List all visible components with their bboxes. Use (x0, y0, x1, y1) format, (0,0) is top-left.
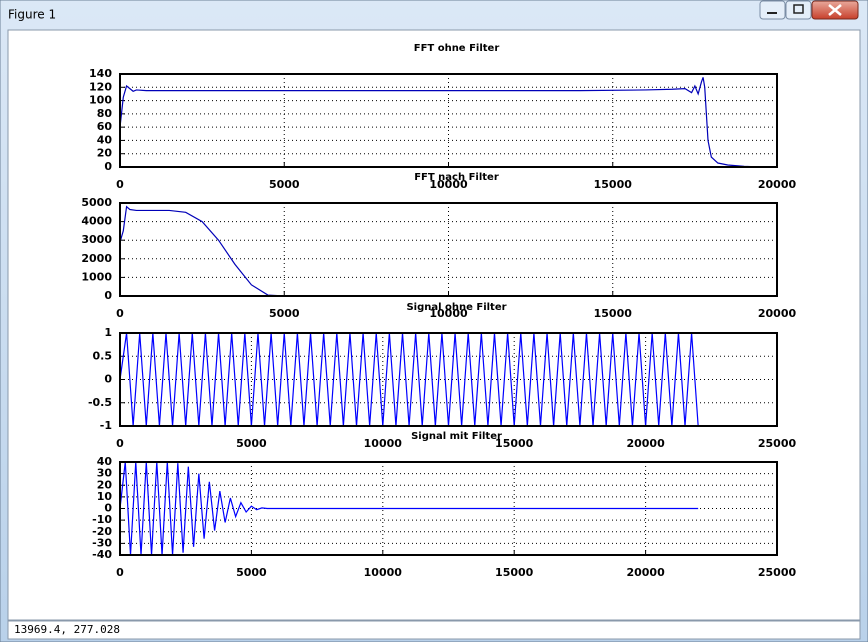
plot-frame (119, 73, 778, 168)
x-tick-label: 15000 (495, 437, 534, 450)
y-tick-label: -20 (92, 525, 112, 538)
x-tick-label: 5000 (236, 566, 267, 579)
y-tick-label: -1 (100, 419, 112, 432)
y-tick-label: 0 (104, 289, 112, 302)
x-tick-label: 15000 (594, 307, 633, 320)
y-tick-label: 1000 (81, 270, 112, 283)
y-tick-label: 0 (104, 502, 112, 515)
x-tick-label: 0 (116, 178, 124, 191)
y-tick-label: 0.5 (93, 349, 113, 362)
x-tick-label: 20000 (758, 178, 797, 191)
x-tick-label: 20000 (758, 307, 797, 320)
x-tick-label: 10000 (429, 307, 468, 320)
status-bar (7, 620, 861, 640)
minimize-button[interactable] (759, 0, 786, 20)
x-tick-label: 15000 (495, 566, 534, 579)
y-tick-label: 40 (97, 455, 113, 468)
status-text: 13969.4, 277.028 (14, 623, 120, 636)
y-tick-label: 80 (97, 107, 113, 120)
x-tick-label: 25000 (758, 566, 797, 579)
y-tick-label: 3000 (81, 233, 112, 246)
x-tick-label: 20000 (626, 437, 665, 450)
x-tick-label: 5000 (269, 307, 300, 320)
y-tick-label: 120 (89, 80, 112, 93)
y-tick-label: 20 (97, 478, 113, 491)
x-tick-label: 10000 (364, 566, 403, 579)
x-tick-label: 15000 (594, 178, 633, 191)
close-icon (828, 4, 842, 16)
x-tick-label: 10000 (429, 178, 468, 191)
y-tick-label: 0 (104, 373, 112, 386)
y-tick-label: -10 (92, 513, 112, 526)
x-tick-label: 25000 (758, 437, 797, 450)
x-tick-label: 0 (116, 307, 124, 320)
x-tick-label: 5000 (269, 178, 300, 191)
y-tick-label: 0 (104, 160, 112, 173)
maximize-button[interactable] (785, 0, 812, 20)
plot-frame (119, 461, 778, 556)
y-tick-label: 140 (89, 67, 112, 80)
chart-title: FFT nach Filter (414, 172, 499, 183)
y-tick-label: 1 (104, 326, 112, 339)
plot-frame (119, 332, 778, 427)
y-tick-label: -0.5 (88, 396, 112, 409)
y-tick-label: 20 (97, 147, 113, 160)
x-tick-label: 5000 (236, 437, 267, 450)
data-line (119, 77, 761, 168)
data-line (119, 461, 699, 556)
maximize-icon (793, 4, 804, 14)
y-tick-label: -30 (92, 536, 112, 549)
y-tick-label: 10 (97, 490, 113, 503)
y-tick-label: 5000 (81, 196, 112, 209)
y-tick-label: 40 (97, 133, 113, 146)
chart-title: FFT ohne Filter (414, 43, 500, 54)
x-tick-label: 10000 (364, 437, 403, 450)
chart-title: Signal ohne Filter (406, 302, 506, 313)
chart-title: Signal mit Filter (411, 431, 502, 442)
x-tick-label: 0 (116, 437, 124, 450)
y-tick-label: 2000 (81, 252, 112, 265)
y-tick-label: -40 (92, 548, 112, 561)
y-tick-label: 30 (97, 467, 113, 480)
window-title: Figure 1 (8, 8, 56, 22)
plot-frame (119, 202, 778, 297)
x-tick-label: 0 (116, 566, 124, 579)
y-tick-label: 100 (89, 94, 112, 107)
y-tick-label: 60 (97, 120, 113, 133)
y-tick-label: 4000 (81, 215, 112, 228)
x-tick-label: 20000 (626, 566, 665, 579)
